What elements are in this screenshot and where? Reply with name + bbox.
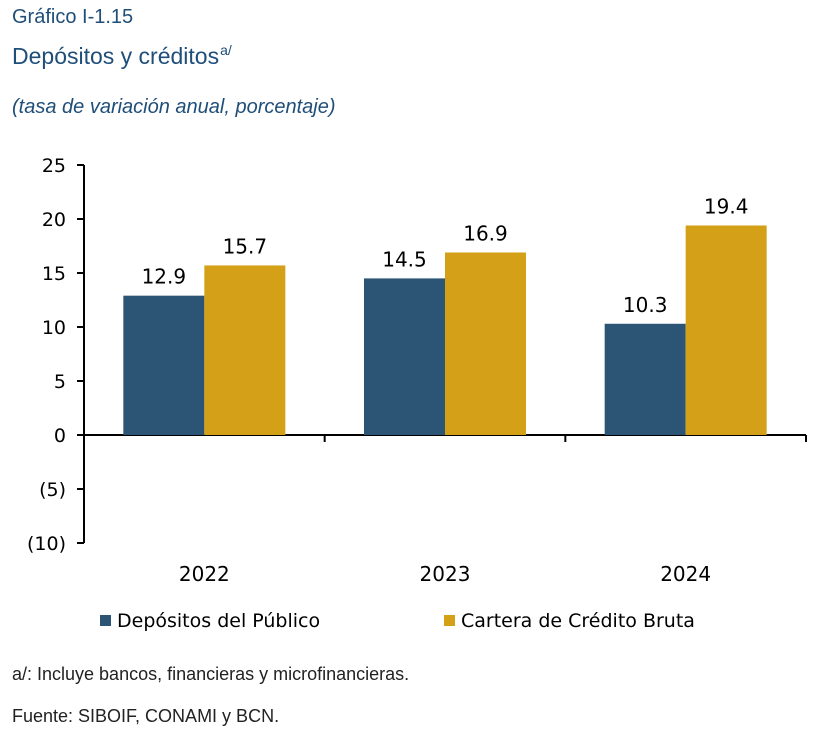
- y-tick-label: (5): [39, 479, 66, 501]
- bar: [604, 323, 686, 435]
- y-tick-label: (10): [27, 533, 66, 555]
- footnote: a/: Incluye bancos, financieras y microf…: [12, 664, 410, 684]
- data-label: 15.7: [223, 234, 268, 258]
- y-tick-label: 20: [42, 209, 66, 231]
- y-tick-label: 10: [42, 317, 66, 339]
- bar: [445, 252, 526, 435]
- source-note: Fuente: SIBOIF, CONAMI y BCN.: [12, 706, 280, 726]
- legend-label: Depósitos del Público: [117, 610, 320, 632]
- legend-label: Cartera de Crédito Bruta: [461, 610, 695, 632]
- data-label: 10.3: [623, 293, 668, 317]
- legend-swatch: [100, 615, 111, 626]
- y-tick-label: 25: [42, 155, 66, 177]
- data-label: 14.5: [382, 247, 427, 271]
- bar: [685, 225, 767, 435]
- y-tick-label: 5: [54, 371, 66, 393]
- bar: [123, 295, 205, 435]
- data-label: 16.9: [463, 221, 508, 245]
- x-tick-label: 2024: [660, 562, 711, 586]
- chart-label: Gráfico I-1.15: [12, 6, 134, 28]
- chart-subtitle: (tasa de variación anual, porcentaje): [12, 96, 336, 118]
- bar-chart: 25 20 15 10 5 0 (5) (10) 12.9 15.7 2022 14.5 16.9 202…: [27, 155, 807, 632]
- x-tick-label: 2022: [179, 562, 230, 586]
- x-tick-label: 2023: [420, 562, 471, 586]
- data-label: 12.9: [142, 265, 187, 289]
- chart-title-text: Depósitos y créditos: [12, 43, 220, 69]
- data-label: 19.4: [704, 194, 749, 218]
- legend-swatch: [444, 615, 455, 626]
- title-footnote-marker: a/: [220, 42, 232, 58]
- bar: [364, 278, 445, 435]
- bar: [204, 265, 286, 435]
- y-tick-label: 0: [54, 425, 66, 447]
- y-tick-label: 15: [42, 263, 66, 285]
- chart-title: Depósitos y créditosa/: [12, 42, 232, 70]
